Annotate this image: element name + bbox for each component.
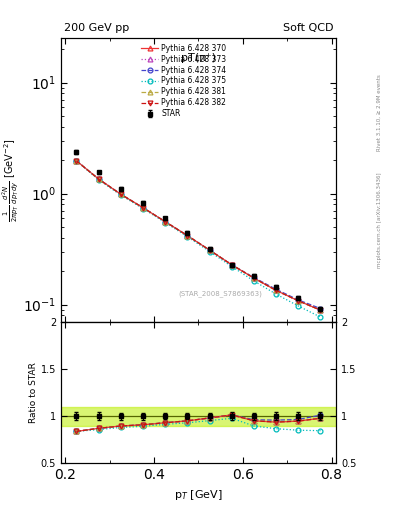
X-axis label: p$_{T}$ [GeV]: p$_{T}$ [GeV]	[174, 488, 223, 502]
Pythia 6.428 382	[96, 176, 101, 182]
Pythia 6.428 381	[318, 307, 323, 313]
Pythia 6.428 382	[185, 232, 190, 239]
Text: pT(π⁺): pT(π⁺)	[181, 53, 216, 62]
Pythia 6.428 382	[296, 298, 301, 304]
Pythia 6.428 375	[252, 278, 256, 284]
Text: Soft QCD: Soft QCD	[283, 23, 333, 33]
Pythia 6.428 373	[74, 158, 79, 164]
Pythia 6.428 381	[274, 287, 279, 293]
Pythia 6.428 373	[185, 232, 190, 239]
Pythia 6.428 381	[252, 275, 256, 281]
Text: (STAR_2008_S7869363): (STAR_2008_S7869363)	[178, 290, 263, 297]
Pythia 6.428 370	[252, 275, 256, 281]
Pythia 6.428 374	[207, 247, 212, 253]
Pythia 6.428 375	[296, 303, 301, 309]
Pythia 6.428 382	[118, 191, 123, 197]
Pythia 6.428 381	[96, 176, 101, 182]
Pythia 6.428 375	[118, 192, 123, 198]
Pythia 6.428 375	[230, 264, 234, 270]
Pythia 6.428 374	[74, 158, 79, 164]
Pythia 6.428 373	[207, 247, 212, 253]
Pythia 6.428 373	[96, 176, 101, 182]
Pythia 6.428 375	[141, 205, 145, 211]
Line: Pythia 6.428 375: Pythia 6.428 375	[74, 158, 323, 319]
Pythia 6.428 374	[230, 262, 234, 268]
Pythia 6.428 374	[118, 191, 123, 197]
Pythia 6.428 373	[163, 219, 167, 225]
Pythia 6.428 381	[296, 298, 301, 304]
Pythia 6.428 375	[96, 177, 101, 183]
Pythia 6.428 373	[252, 275, 256, 281]
Line: Pythia 6.428 382: Pythia 6.428 382	[74, 158, 323, 312]
Pythia 6.428 381	[185, 232, 190, 239]
Text: mcplots.cern.ch [arXiv:1306.3436]: mcplots.cern.ch [arXiv:1306.3436]	[377, 173, 382, 268]
Pythia 6.428 373	[230, 262, 234, 268]
Line: Pythia 6.428 370: Pythia 6.428 370	[74, 158, 323, 312]
Pythia 6.428 375	[185, 233, 190, 240]
Pythia 6.428 382	[74, 158, 79, 164]
Pythia 6.428 373	[318, 307, 323, 313]
Pythia 6.428 373	[141, 205, 145, 211]
Pythia 6.428 370	[185, 232, 190, 239]
Pythia 6.428 382	[318, 307, 323, 313]
Pythia 6.428 370	[230, 262, 234, 268]
Pythia 6.428 382	[163, 219, 167, 225]
Pythia 6.428 374	[163, 219, 167, 225]
Line: Pythia 6.428 373: Pythia 6.428 373	[74, 158, 323, 312]
Pythia 6.428 370	[163, 219, 167, 225]
Pythia 6.428 382	[274, 287, 279, 293]
Line: Pythia 6.428 374: Pythia 6.428 374	[74, 158, 323, 311]
Pythia 6.428 375	[207, 248, 212, 254]
Legend: Pythia 6.428 370, Pythia 6.428 373, Pythia 6.428 374, Pythia 6.428 375, Pythia 6: Pythia 6.428 370, Pythia 6.428 373, Pyth…	[140, 42, 228, 120]
Pythia 6.428 370	[207, 247, 212, 253]
Pythia 6.428 382	[207, 247, 212, 253]
Pythia 6.428 370	[118, 191, 123, 197]
Pythia 6.428 375	[318, 314, 323, 320]
Pythia 6.428 382	[252, 275, 256, 281]
Pythia 6.428 381	[141, 205, 145, 211]
Pythia 6.428 381	[118, 191, 123, 197]
Y-axis label: Ratio to STAR: Ratio to STAR	[29, 362, 38, 423]
Line: Pythia 6.428 381: Pythia 6.428 381	[74, 158, 323, 312]
Pythia 6.428 370	[318, 307, 323, 313]
Pythia 6.428 373	[118, 191, 123, 197]
Pythia 6.428 375	[163, 220, 167, 226]
Pythia 6.428 370	[74, 158, 79, 164]
Pythia 6.428 381	[207, 247, 212, 253]
Pythia 6.428 373	[296, 298, 301, 304]
Pythia 6.428 370	[274, 287, 279, 293]
Pythia 6.428 382	[141, 205, 145, 211]
Pythia 6.428 382	[230, 262, 234, 268]
Pythia 6.428 381	[230, 262, 234, 268]
Pythia 6.428 381	[163, 219, 167, 225]
Text: 200 GeV pp: 200 GeV pp	[64, 23, 129, 33]
Pythia 6.428 373	[274, 287, 279, 293]
Pythia 6.428 374	[318, 306, 323, 312]
Pythia 6.428 374	[252, 274, 256, 281]
Pythia 6.428 370	[141, 205, 145, 211]
Pythia 6.428 381	[74, 158, 79, 164]
Pythia 6.428 370	[296, 298, 301, 304]
Pythia 6.428 375	[274, 291, 279, 297]
Pythia 6.428 374	[185, 232, 190, 239]
Bar	[61, 407, 336, 425]
Y-axis label: $\frac{1}{2\pi p_T}\,\frac{d^2N}{dp_T\,dy}$ [GeV$^{-2}$]: $\frac{1}{2\pi p_T}\,\frac{d^2N}{dp_T\,d…	[1, 138, 22, 222]
Pythia 6.428 375	[74, 158, 79, 164]
Pythia 6.428 370	[96, 176, 101, 182]
Pythia 6.428 374	[96, 176, 101, 182]
Text: Rivet 3.1.10, ≥ 2.9M events: Rivet 3.1.10, ≥ 2.9M events	[377, 74, 382, 151]
Pythia 6.428 374	[274, 286, 279, 292]
Pythia 6.428 374	[296, 297, 301, 303]
Pythia 6.428 374	[141, 205, 145, 211]
